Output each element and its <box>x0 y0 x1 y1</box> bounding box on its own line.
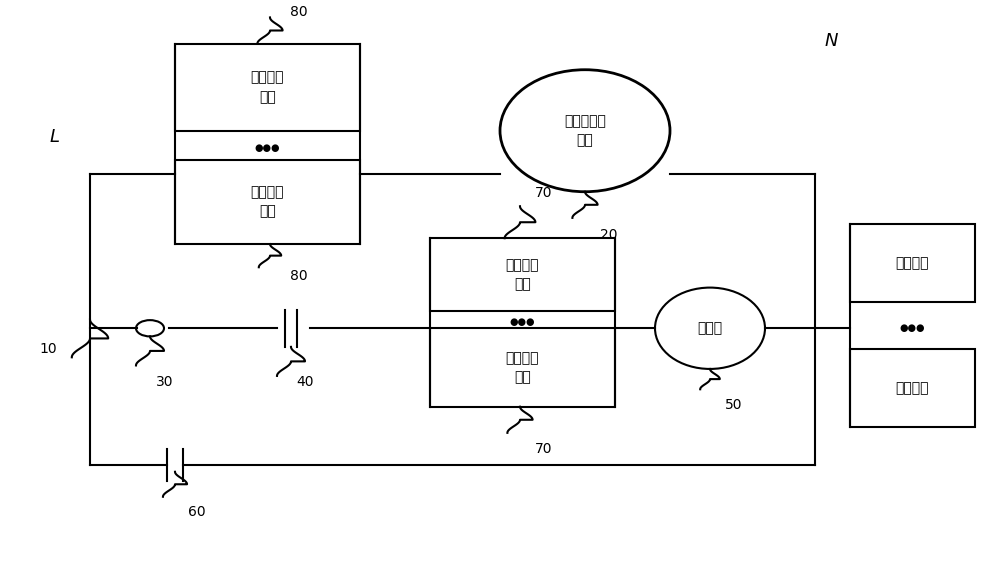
Text: 主动防护
模块: 主动防护 模块 <box>506 351 539 384</box>
Text: ●●●: ●●● <box>255 143 280 153</box>
Ellipse shape <box>500 70 670 192</box>
Text: L: L <box>50 128 60 145</box>
Bar <box>175 44 360 131</box>
Text: 10: 10 <box>39 342 57 356</box>
Text: 主动防护
模块: 主动防护 模块 <box>506 258 539 291</box>
Text: 接触器: 接触器 <box>697 321 723 335</box>
Text: 20: 20 <box>600 228 618 242</box>
Text: 70: 70 <box>535 442 552 456</box>
Text: 被动防护
模块: 被动防护 模块 <box>251 70 284 104</box>
Text: ●●●: ●●● <box>900 323 925 333</box>
Ellipse shape <box>655 288 765 369</box>
Bar <box>430 238 615 311</box>
Bar <box>850 224 975 302</box>
Circle shape <box>136 320 164 336</box>
Text: 70: 70 <box>535 187 552 200</box>
Text: 加工设备: 加工设备 <box>896 256 929 270</box>
Text: N: N <box>825 32 838 49</box>
Text: 80: 80 <box>290 269 308 283</box>
Bar <box>175 160 360 244</box>
Text: 50: 50 <box>725 398 742 412</box>
Text: 加工设备: 加工设备 <box>896 381 929 395</box>
Bar <box>850 349 975 427</box>
Text: 80: 80 <box>290 5 308 19</box>
Text: 60: 60 <box>188 505 206 519</box>
Text: 被动防护
模块: 被动防护 模块 <box>251 185 284 218</box>
Text: 40: 40 <box>296 375 314 389</box>
Text: ●●●: ●●● <box>510 317 535 328</box>
Text: 继电器线圈
模块: 继电器线圈 模块 <box>564 114 606 148</box>
Bar <box>430 328 615 407</box>
Text: 30: 30 <box>156 375 174 389</box>
